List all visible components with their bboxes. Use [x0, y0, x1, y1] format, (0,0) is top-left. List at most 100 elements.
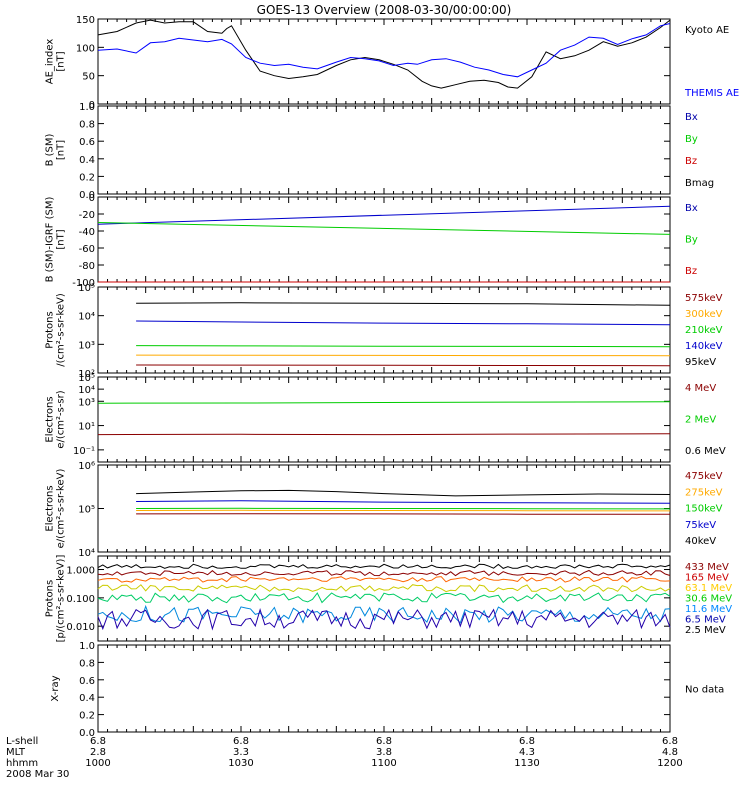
x-tick-mlt: 4.8: [662, 747, 678, 758]
x-axis-row-label: MLT: [6, 747, 26, 758]
chart-title: GOES-13 Overview (2008-03-30/00:00:00): [257, 3, 512, 17]
panel-bsm: 0.0 0.2 0.4 0.6 0.8 1.0 B (SM) [nT] Bx By Bz Bmag: [45, 102, 715, 201]
y-tick-label: 10⁶: [78, 461, 95, 472]
x-tick-mlt: 4.3: [519, 747, 535, 758]
legend-entry: By: [685, 235, 698, 246]
x-tick-lshell: 6.8: [519, 736, 535, 747]
series-line-0-6-mev: [97, 433, 671, 436]
legend-entry: Bz: [685, 156, 697, 167]
y-tick-label: 1.000: [66, 566, 95, 577]
x-tick-lshell: 6.8: [376, 736, 392, 747]
legend-entry: Kyoto AE: [685, 25, 729, 36]
series-line-themis-ae: [97, 23, 671, 78]
y-tick-label: 0.2: [79, 172, 95, 183]
legend-entry: 2 MeV: [685, 415, 716, 426]
y-tick-label: 0.8: [79, 120, 95, 131]
panel-frame: [97, 555, 671, 642]
y-tick-label: -40: [79, 227, 95, 238]
x-tick-hhmm: 1130: [514, 758, 539, 769]
y-axis-label: Electrons: [45, 396, 56, 442]
legend-entry: 6.5 MeV: [685, 615, 726, 626]
y-axis-label: B (SM): [45, 133, 56, 166]
y-tick-label: 0.2: [79, 711, 95, 722]
legend-entry: No data: [685, 685, 724, 696]
x-tick-lshell: 6.8: [662, 736, 678, 747]
series-line-140kev: [136, 354, 671, 357]
series-line-165-mev: [97, 569, 671, 577]
y-axis-label: e/(cm²-s-sr): [56, 390, 67, 448]
series-line-75kev: [136, 500, 671, 504]
y-tick-label: 10⁵: [78, 283, 95, 294]
panel-electrons2: 10⁴ 10⁵ 10⁶ Electrons e/(cm²-s-sr-keV) 475keV…: [45, 461, 723, 559]
panel-frame: [97, 286, 671, 374]
legend-entry: 150keV: [685, 504, 723, 515]
y-axis-label: Electrons: [45, 485, 56, 531]
series-line-30-6-mev: [97, 584, 671, 593]
legend-entry: 0.6 MeV: [685, 446, 726, 457]
y-tick-label: -20: [79, 210, 95, 221]
y-tick-label: 10⁴: [78, 312, 95, 323]
y-tick-label: 0.6: [79, 137, 95, 148]
series-line-95kev: [136, 364, 671, 367]
legend-entry: 275keV: [685, 487, 723, 498]
series-line-275kev: [136, 509, 671, 512]
legend-entry: 433 MeV: [685, 562, 729, 573]
y-tick-label: 0: [89, 193, 95, 204]
x-tick-lshell: 6.8: [90, 736, 106, 747]
y-tick-label: 0.100: [66, 594, 95, 605]
legend-entry: 63.1 MeV: [685, 583, 732, 594]
panel-xray: 0.0 0.2 0.4 0.6 0.8 1.0 X-ray No data: [50, 641, 724, 739]
y-tick-label: 0.4: [79, 155, 95, 166]
legend-entry: 11.6 MeV: [685, 604, 732, 615]
legend-entry: THEMIS AE: [684, 88, 739, 99]
y-tick-label: 0.010: [66, 622, 95, 633]
y-tick-label: 0.8: [79, 658, 95, 669]
y-tick-label: 150: [76, 15, 95, 26]
series-line-433-mev: [97, 563, 671, 569]
legend-entry: 300keV: [685, 309, 723, 320]
legend-entry: Bx: [685, 203, 698, 214]
y-tick-label: 0.0: [79, 190, 95, 201]
y-tick-label: 100: [76, 43, 95, 54]
series-line-by: [97, 222, 671, 235]
y-axis-label: Protons: [45, 580, 56, 617]
legend-entry: 575keV: [685, 293, 723, 304]
y-tick-label: -80: [79, 261, 95, 272]
series-line-kyoto-ae: [97, 19, 671, 89]
series-line-2-5-mev: [97, 607, 671, 631]
series-line-150kev: [136, 507, 671, 510]
x-axis-row-label: L-shell: [6, 736, 38, 747]
series-line-11-6-mev: [97, 592, 671, 604]
panel-frame: [97, 644, 671, 733]
series-line-2-mev: [97, 401, 671, 404]
y-tick-label: 0.4: [79, 693, 95, 704]
y-axis-label: [nT]: [56, 51, 67, 71]
legend-entry: 2.5 MeV: [685, 625, 726, 636]
y-axis-label: X-ray: [50, 675, 61, 701]
y-tick-label: 10³: [78, 340, 95, 351]
y-axis-label: AE_index: [45, 39, 56, 85]
x-tick-hhmm: 1030: [228, 758, 253, 769]
panel-ae: 0 50 100 150 AE_index [nT] Kyoto AE THEMIS AE: [45, 15, 740, 111]
y-axis-label: [nT]: [56, 229, 67, 249]
y-tick-label: -100: [72, 278, 95, 289]
y-tick-label: 10¹: [78, 422, 95, 433]
series-line-475kev: [136, 513, 670, 515]
x-tick-hhmm: 1200: [657, 758, 682, 769]
y-tick-label: 10⁵: [78, 373, 95, 384]
y-axis-label: Protons: [45, 311, 56, 348]
x-axis-row-label: hhmm: [6, 758, 38, 769]
legend-entry: 210keV: [685, 325, 723, 336]
y-tick-label: 10²: [78, 369, 95, 380]
x-tick-mlt: 3.3: [233, 747, 249, 758]
legend-entry: 75keV: [685, 520, 716, 531]
panel-protons: 10² 10³ 10⁴ 10⁵ Protons/(cm²-s-sr-keV) 575keV…: [45, 283, 723, 380]
y-tick-label: 1.0: [79, 641, 95, 652]
y-axis-label: e/(cm²-s-sr-keV): [56, 469, 67, 549]
y-tick-label: 0: [89, 100, 95, 111]
legend-entry: Bx: [685, 112, 698, 123]
y-tick-label: 0.0: [79, 728, 95, 739]
y-tick-label: 50: [82, 72, 95, 83]
